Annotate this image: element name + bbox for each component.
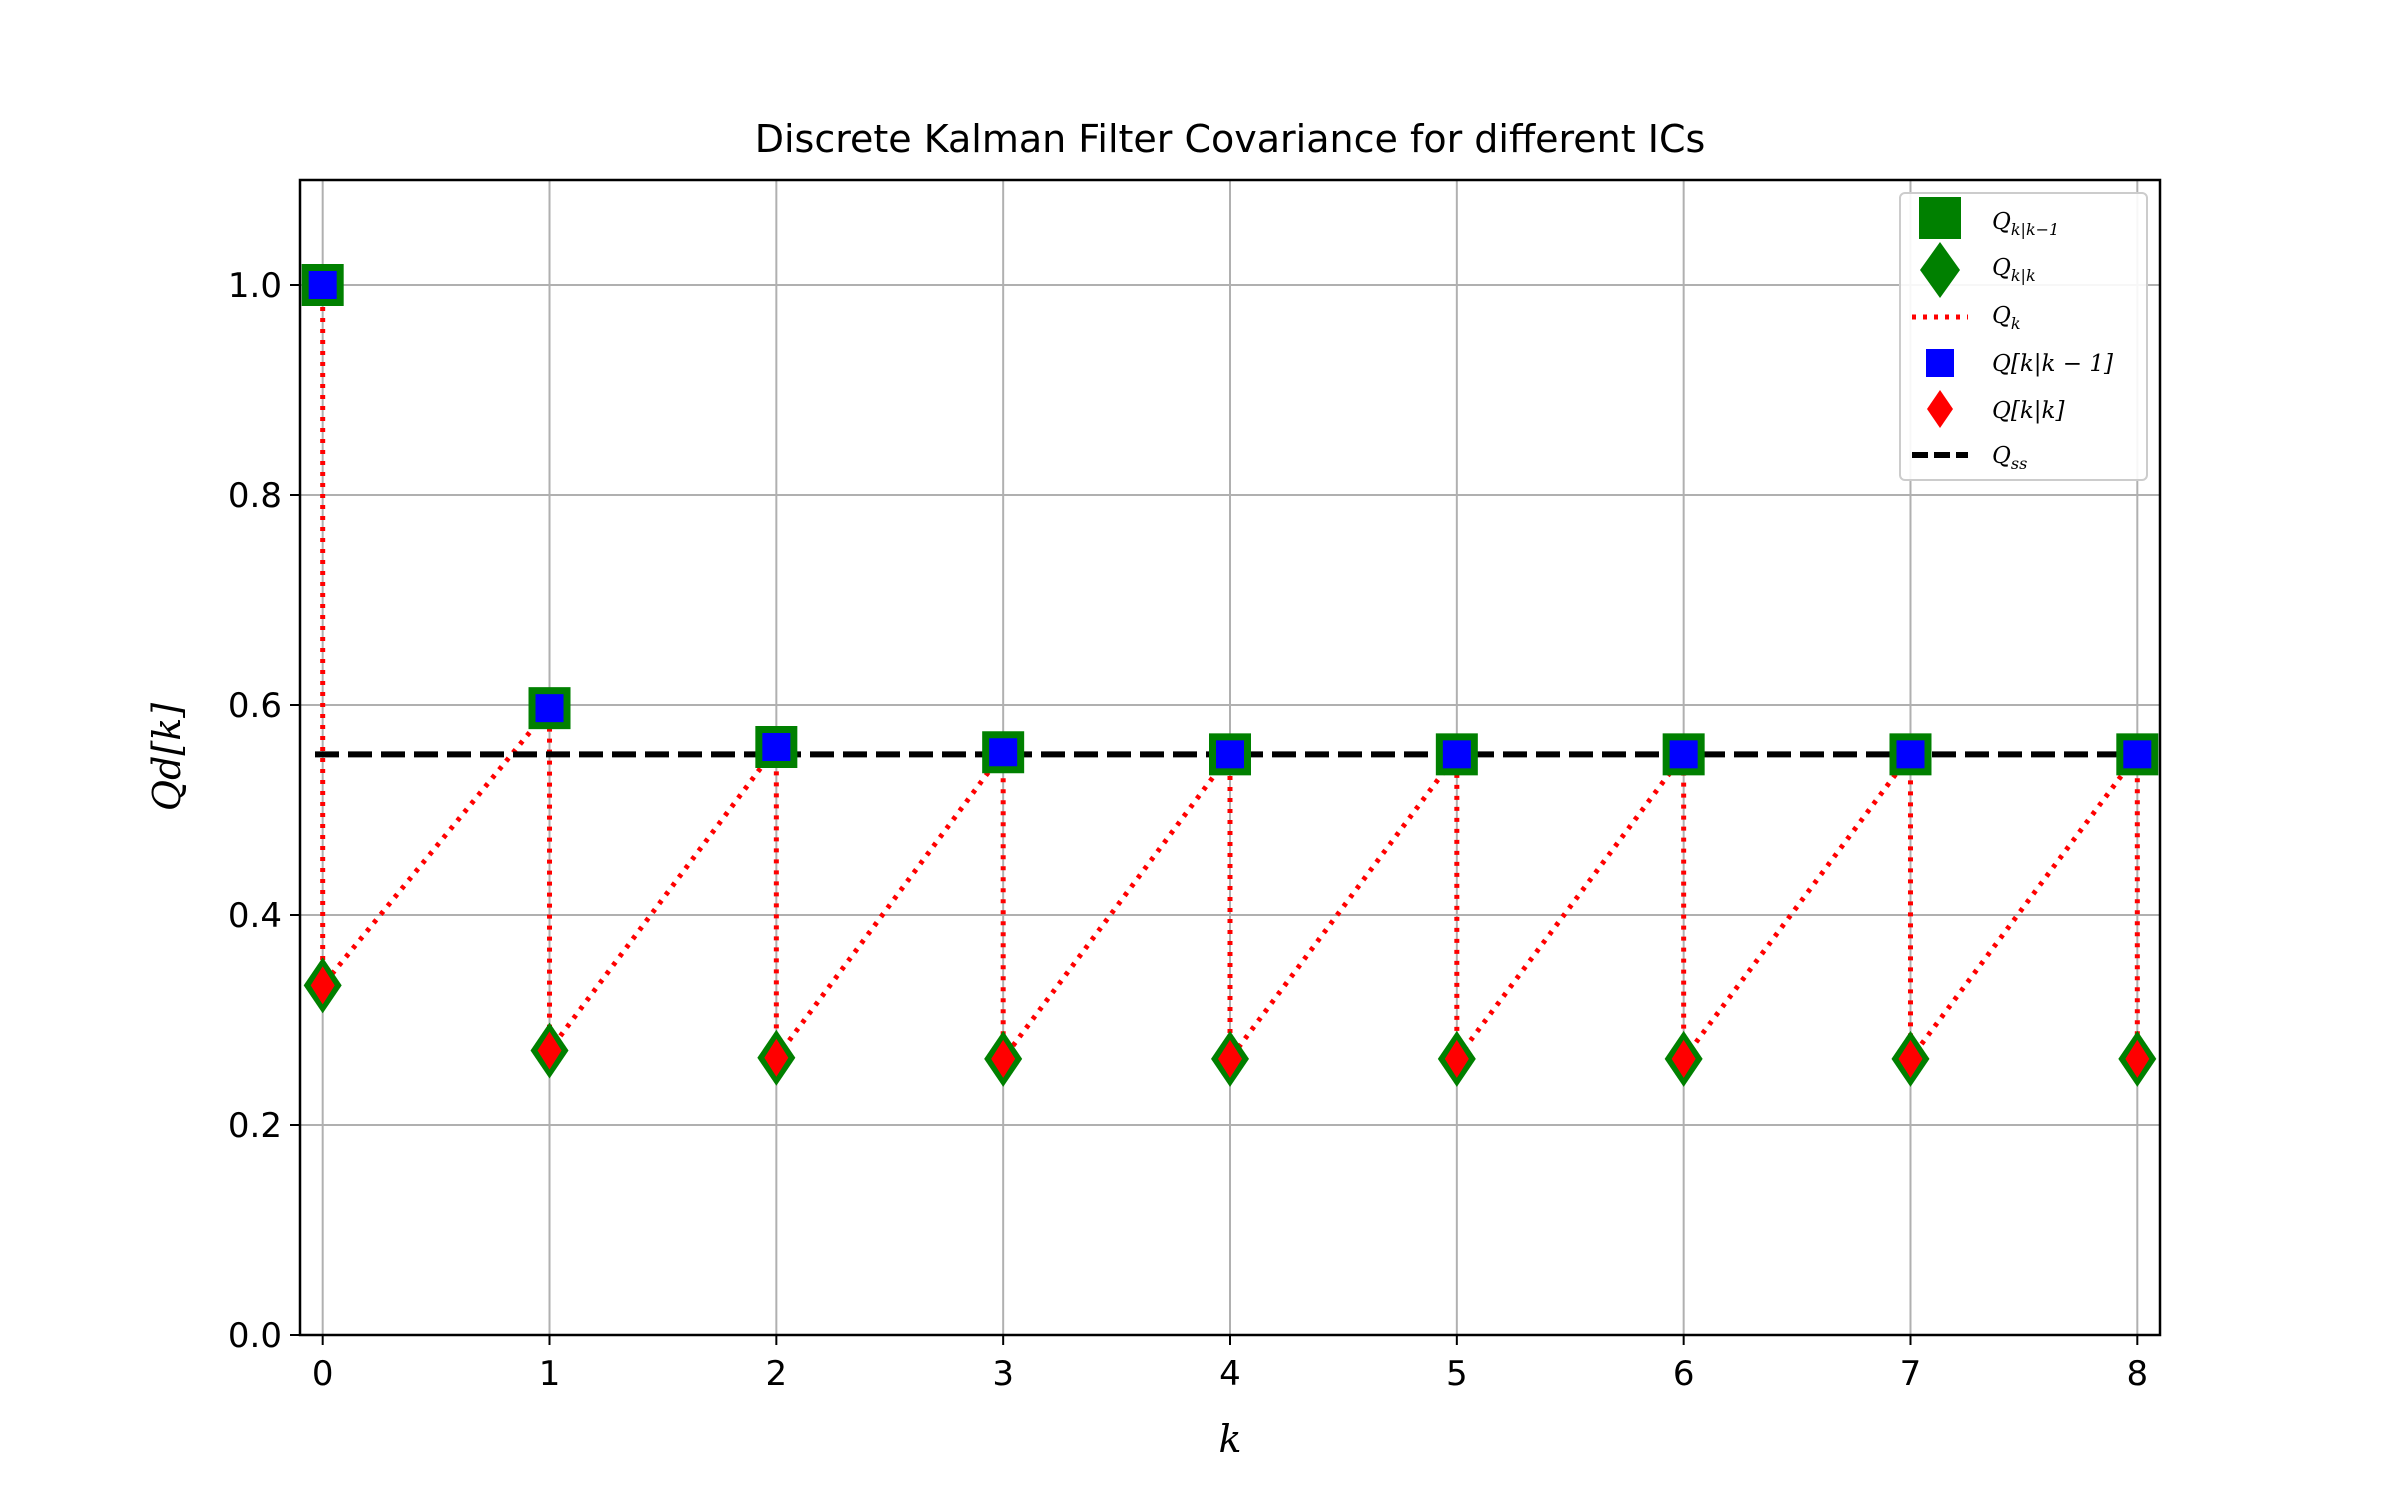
- legend-marker-q-bracket-pred: [1926, 349, 1954, 377]
- x-tick-label: 5: [1446, 1354, 1468, 1394]
- plot-area: [301, 264, 2160, 1087]
- legend-marker-q-pred: [1919, 197, 1961, 239]
- q-bracket-pred-point: [989, 738, 1018, 767]
- q-bracket-pred-point: [1896, 740, 1925, 769]
- axis-ticks: 0 1 2 3 4 5 6 7 8 0.0 0.2 0.4 0.6 0.8 1.0: [228, 266, 2148, 1394]
- q-bracket-filt-point: [1671, 1039, 1696, 1078]
- x-tick-label: 2: [766, 1354, 788, 1394]
- legend: Qk|k−1 Qk|k Qk Q[k|k − 1] Q[k|k] Qss: [1899, 192, 2148, 481]
- q-bracket-pred-point: [1442, 740, 1471, 769]
- y-tick-label: 0.4: [228, 896, 282, 936]
- q-k-dotted-line: [320, 285, 2140, 1067]
- q-bracket-pred-point: [2123, 740, 2152, 769]
- q-bracket-pred-point: [308, 271, 337, 299]
- q-bracket-filt-point: [2125, 1039, 2150, 1078]
- q-bracket-filt-point: [310, 966, 335, 1005]
- q-bracket-pred-point: [762, 733, 791, 761]
- q-bracket-pred-point: [535, 694, 564, 723]
- x-tick-label: 3: [992, 1354, 1014, 1394]
- legend-marker-q-filt: [1920, 242, 1960, 298]
- x-tick-label: 4: [1219, 1354, 1241, 1394]
- legend-box: [1899, 192, 2148, 481]
- x-tick-label: 0: [312, 1354, 334, 1394]
- legend-marker-q-bracket-filt: [1927, 390, 1953, 428]
- y-tick-label: 0.6: [228, 686, 282, 726]
- x-tick-label: 6: [1673, 1354, 1695, 1394]
- q-bracket-filt-point: [1444, 1039, 1469, 1078]
- y-tick-label: 0.0: [228, 1316, 282, 1356]
- legend-label-q-bracket-pred: Q[k|k − 1]: [1992, 351, 2113, 377]
- x-tick-label: 8: [2126, 1354, 2148, 1394]
- legend-label-q-bracket-filt: Q[k|k]: [1992, 398, 2064, 424]
- q-bracket-filt-point: [1898, 1039, 1923, 1078]
- y-axis-label: Qd[k]: [145, 703, 189, 811]
- q-bracket-filt-point: [1218, 1039, 1242, 1078]
- x-axis-label: k: [1218, 1417, 1241, 1461]
- q-bracket-filt-point: [764, 1038, 789, 1077]
- q-bracket-pred-point: [1669, 740, 1698, 769]
- q-bracket-filt-point: [991, 1039, 1016, 1078]
- q-bracket-filt-point: [537, 1031, 562, 1070]
- y-tick-label: 0.8: [228, 476, 282, 516]
- x-tick-label: 1: [539, 1354, 561, 1394]
- y-tick-label: 1.0: [228, 266, 282, 306]
- x-tick-label: 7: [1900, 1354, 1922, 1394]
- chart-title: Discrete Kalman Filter Covariance for di…: [755, 117, 1706, 161]
- y-tick-label: 0.2: [228, 1106, 282, 1146]
- q-bracket-pred-point: [1216, 740, 1244, 769]
